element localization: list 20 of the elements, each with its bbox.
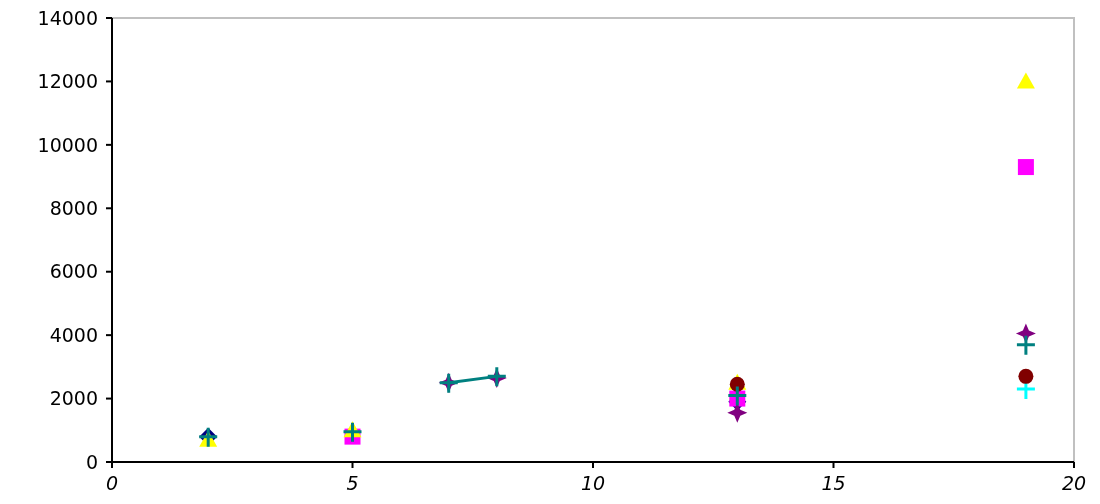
y-tick-label: 12000 (37, 70, 98, 93)
y-tick-label: 10000 (37, 133, 98, 156)
point (1017, 159, 1034, 176)
y-tick-label: 6000 (49, 260, 98, 283)
x-tick-label: 10 (580, 472, 606, 494)
y-tick-label: 2000 (49, 387, 98, 410)
point (342, 421, 363, 444)
point (727, 402, 748, 423)
y-tick-label: 0 (85, 450, 98, 473)
x-tick-label: 0 (105, 472, 119, 494)
x-tick-label: 5 (346, 472, 359, 494)
y-tick-label: 4000 (49, 323, 98, 346)
x-tick-label: 20 (1061, 472, 1087, 494)
point (1016, 72, 1035, 89)
point (1018, 368, 1034, 384)
point (1015, 334, 1037, 357)
y-tick-label: 8000 (49, 196, 98, 219)
point (726, 384, 748, 407)
y-tick-label: 14000 (37, 6, 98, 29)
x-tick-label: 15 (821, 472, 846, 494)
